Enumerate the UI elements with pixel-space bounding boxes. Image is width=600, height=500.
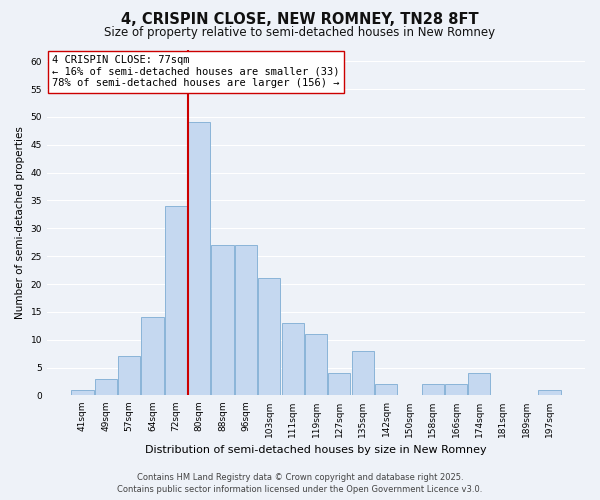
Text: 4 CRISPIN CLOSE: 77sqm
← 16% of semi-detached houses are smaller (33)
78% of sem: 4 CRISPIN CLOSE: 77sqm ← 16% of semi-det… xyxy=(52,55,340,88)
Bar xyxy=(305,334,327,396)
Bar xyxy=(258,278,280,396)
Y-axis label: Number of semi-detached properties: Number of semi-detached properties xyxy=(15,126,25,319)
Bar xyxy=(188,122,211,396)
Bar xyxy=(281,323,304,396)
Bar xyxy=(352,351,374,396)
Bar xyxy=(95,378,117,396)
X-axis label: Distribution of semi-detached houses by size in New Romney: Distribution of semi-detached houses by … xyxy=(145,445,487,455)
Text: Contains HM Land Registry data © Crown copyright and database right 2025.
Contai: Contains HM Land Registry data © Crown c… xyxy=(118,473,482,494)
Bar xyxy=(235,245,257,396)
Bar xyxy=(445,384,467,396)
Bar xyxy=(538,390,560,396)
Bar xyxy=(328,373,350,396)
Bar xyxy=(142,318,164,396)
Text: Size of property relative to semi-detached houses in New Romney: Size of property relative to semi-detach… xyxy=(104,26,496,39)
Bar xyxy=(118,356,140,396)
Bar xyxy=(211,245,233,396)
Bar xyxy=(165,206,187,396)
Text: 4, CRISPIN CLOSE, NEW ROMNEY, TN28 8FT: 4, CRISPIN CLOSE, NEW ROMNEY, TN28 8FT xyxy=(121,12,479,28)
Bar xyxy=(375,384,397,396)
Bar xyxy=(422,384,444,396)
Bar xyxy=(469,373,490,396)
Bar xyxy=(71,390,94,396)
